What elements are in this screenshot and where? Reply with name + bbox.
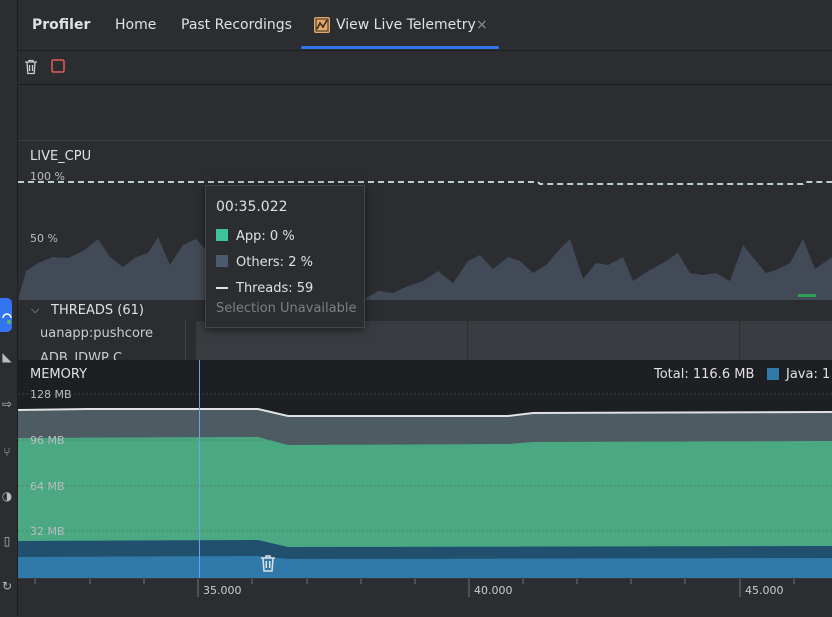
threads-section: ⌵ THREADS (61) uanapp:pushcore ADB_JDWP … bbox=[18, 300, 832, 360]
app-swatch bbox=[216, 229, 228, 241]
cpu-threads-line bbox=[18, 181, 832, 185]
gc-event-trash-icon[interactable] bbox=[260, 554, 276, 572]
tab-home[interactable]: Home bbox=[115, 17, 157, 33]
active-tool-indicator[interactable] bbox=[0, 298, 12, 332]
ruler-label-40: 40.000 bbox=[474, 584, 513, 597]
cpu-app-spike bbox=[798, 294, 816, 297]
terminal-icon[interactable]: ▯ bbox=[3, 534, 11, 548]
run-icon[interactable]: ⇨ bbox=[1, 397, 13, 411]
tooltip-threads-row: Threads: 59 bbox=[216, 281, 313, 296]
tab-live-telemetry[interactable]: View Live Telemetry bbox=[336, 17, 476, 33]
event-track bbox=[18, 85, 832, 141]
cpu-axis-50: 50 % bbox=[30, 232, 58, 245]
tooltip-time: 00:35.022 bbox=[216, 199, 288, 215]
threads-list: uanapp:pushcore ADB_JDWP C bbox=[18, 321, 832, 360]
tab-close-icon[interactable]: × bbox=[476, 17, 488, 33]
tab-bar: Profiler Home Past Recordings View Live … bbox=[18, 0, 832, 51]
active-tab-underline bbox=[301, 46, 499, 49]
tooltip-threads: Threads: 59 bbox=[236, 281, 314, 296]
cpu-title: LIVE_CPU bbox=[30, 149, 92, 164]
time-ruler[interactable]: 35.000 40.000 45.000 bbox=[18, 578, 832, 617]
toolbar bbox=[18, 51, 832, 85]
trash-icon[interactable] bbox=[24, 59, 38, 75]
others-swatch bbox=[216, 255, 228, 267]
memory-java-area bbox=[18, 556, 832, 578]
stop-recording-icon[interactable] bbox=[51, 59, 65, 73]
threads-header[interactable]: THREADS (61) bbox=[51, 303, 144, 318]
build-icon[interactable]: ◣ bbox=[2, 350, 12, 364]
tooltip-app: App: 0 % bbox=[236, 229, 295, 244]
tooltip-others: Others: 2 % bbox=[236, 255, 313, 270]
memory-axis-128: 128 MB bbox=[30, 388, 72, 401]
cpu-tooltip: 00:35.022 App: 0 % Others: 2 % Threads: … bbox=[205, 185, 365, 328]
cpu-others-area-right bbox=[363, 239, 832, 300]
tab-profiler[interactable]: Profiler bbox=[32, 17, 91, 33]
memory-axis-32: 32 MB bbox=[30, 525, 65, 538]
memory-section[interactable]: MEMORY Total: 116.6 MB Java: 1 128 MB 96… bbox=[18, 360, 832, 578]
java-legend-label: Java: 1 bbox=[786, 367, 831, 382]
threads-collapse-chevron-icon[interactable]: ⌵ bbox=[31, 303, 40, 316]
problems-icon[interactable]: ◑ bbox=[1, 489, 13, 503]
memory-axis-96: 96 MB bbox=[30, 434, 65, 447]
telemetry-tab-icon bbox=[314, 17, 330, 33]
memory-title: MEMORY bbox=[30, 367, 88, 382]
profiler-tool-icon bbox=[2, 313, 12, 324]
ruler-label-35: 35.000 bbox=[203, 584, 242, 597]
tab-past-recordings[interactable]: Past Recordings bbox=[181, 17, 292, 33]
java-legend-swatch bbox=[767, 368, 779, 380]
memory-chart bbox=[18, 393, 832, 578]
tooltip-others-row: Others: 2 % bbox=[216, 255, 313, 270]
memory-total-line bbox=[18, 408, 832, 417]
ruler-label-45: 45.000 bbox=[745, 584, 784, 597]
cpu-axis-100: 100 % bbox=[30, 170, 65, 183]
cpu-section[interactable]: LIVE_CPU 100 % 50 % bbox=[18, 141, 832, 301]
git-icon[interactable]: ⑂ bbox=[3, 445, 11, 459]
cpu-chart bbox=[18, 181, 832, 300]
time-cursor[interactable] bbox=[199, 360, 200, 578]
thread-row-pushcore[interactable]: uanapp:pushcore bbox=[40, 326, 153, 341]
services-icon[interactable]: ↻ bbox=[1, 579, 13, 593]
memory-total: Total: 116.6 MB bbox=[654, 367, 755, 382]
tooltip-selection: Selection Unavailable bbox=[216, 301, 357, 316]
threads-line-swatch bbox=[216, 287, 228, 289]
tooltip-app-row: App: 0 % bbox=[216, 229, 295, 244]
thread-row-jdwp[interactable]: ADB_JDWP C bbox=[40, 351, 123, 360]
cpu-others-area bbox=[18, 237, 228, 300]
collapse-icon[interactable] bbox=[0, 8, 14, 24]
left-tool-strip: ◣ ⇨ ⑂ ◑ ▯ ↻ bbox=[0, 0, 18, 616]
memory-axis-64: 64 MB bbox=[30, 480, 65, 493]
